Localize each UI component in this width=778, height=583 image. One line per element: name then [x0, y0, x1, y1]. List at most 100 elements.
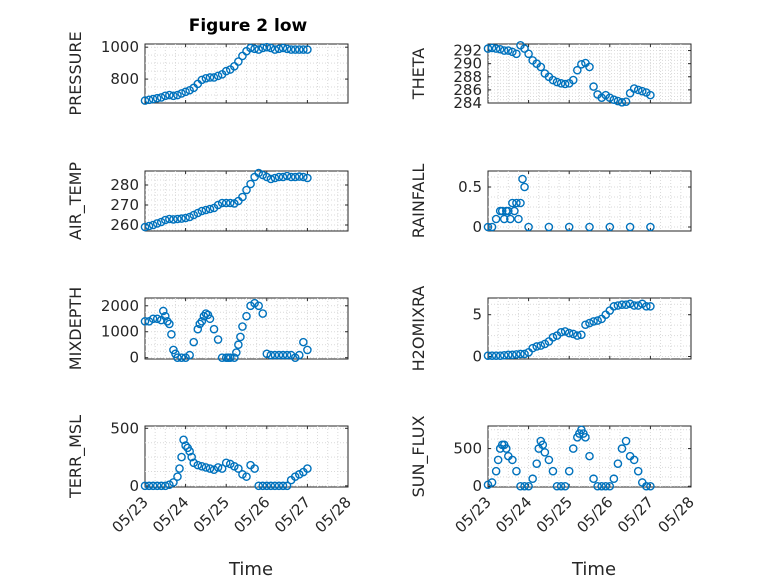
data-point-air_temp	[197, 206, 207, 216]
data-point-pressure	[286, 45, 296, 54]
data-point-terr_msl	[144, 481, 154, 491]
data-point-mixdepth	[234, 340, 243, 350]
data-point-air_temp	[152, 219, 162, 228]
data-point-pressure	[262, 42, 272, 52]
data-point-terr_msl	[173, 472, 182, 481]
data-point-h2omixra	[503, 350, 513, 360]
data-point-mixdepth	[303, 345, 312, 355]
data-point-rainfall	[564, 222, 574, 232]
data-point-pressure	[278, 43, 288, 53]
data-point-theta	[483, 44, 493, 53]
data-point-rainfall	[585, 222, 594, 232]
data-point-pressure	[274, 44, 284, 54]
x-tick-label-terr_msl: 05/28	[312, 493, 355, 536]
y-axis-label-mixdepth: MIXDEPTH	[66, 287, 85, 370]
data-point-sun_flux	[487, 478, 497, 487]
data-point-mixdepth	[163, 317, 172, 326]
x-tick-label-sun_flux: 05/27	[614, 493, 657, 536]
data-point-h2omixra	[593, 316, 602, 325]
y-tick-label-terr_msl: 0	[129, 477, 139, 495]
data-point-pressure	[173, 90, 182, 100]
data-point-mixdepth	[201, 309, 211, 318]
data-point-mixdepth	[258, 309, 268, 318]
data-point-pressure	[303, 45, 312, 54]
y-axis-label-theta: THETA	[409, 48, 428, 100]
data-point-theta	[621, 97, 631, 106]
data-point-pressure	[266, 43, 276, 53]
data-point-terr_msl	[181, 441, 190, 450]
data-point-rainfall	[524, 222, 533, 232]
data-point-mixdepth	[294, 350, 304, 360]
data-point-rainfall	[508, 198, 517, 208]
data-point-air_temp	[221, 198, 231, 208]
data-point-h2omixra	[516, 349, 525, 359]
data-point-mixdepth	[236, 332, 245, 342]
data-point-h2omixra	[564, 328, 574, 338]
data-point-pressure	[140, 96, 150, 105]
series-air_temp	[140, 168, 312, 232]
data-point-terr_msl	[234, 464, 243, 473]
data-point-pressure	[201, 73, 211, 83]
data-point-air_temp	[246, 179, 255, 189]
data-point-theta	[629, 84, 639, 93]
y-tick-label-air_temp: 280	[110, 176, 139, 194]
data-point-terr_msl	[160, 481, 170, 491]
data-point-pressure	[221, 66, 231, 76]
data-point-mixdepth	[205, 314, 215, 324]
data-point-mixdepth	[140, 317, 150, 326]
data-point-theta	[495, 44, 505, 54]
data-point-terr_msl	[148, 481, 158, 491]
y-tick-label-theta: 284	[453, 94, 482, 112]
data-point-rainfall	[512, 198, 521, 208]
data-point-air_temp	[217, 198, 227, 208]
data-point-pressure	[177, 89, 186, 98]
data-point-air_temp	[156, 217, 166, 227]
data-point-terr_msl	[278, 481, 288, 491]
data-point-rainfall	[625, 222, 635, 232]
y-tick-label-h2omixra: 5	[472, 306, 482, 324]
data-point-theta	[585, 62, 594, 72]
data-point-mixdepth	[167, 330, 176, 339]
data-point-mixdepth	[158, 306, 168, 316]
data-point-theta	[552, 77, 562, 87]
y-tick-label-air_temp: 260	[110, 216, 139, 234]
data-point-terr_msl	[197, 461, 207, 471]
data-point-pressure	[250, 44, 259, 54]
data-point-h2omixra	[487, 351, 497, 360]
data-point-rainfall	[520, 182, 529, 192]
data-point-rainfall	[506, 214, 515, 224]
data-point-air_temp	[254, 168, 263, 178]
data-point-theta	[577, 60, 586, 69]
data-point-terr_msl	[262, 481, 272, 491]
data-point-theta	[524, 49, 533, 59]
data-point-terr_msl	[266, 481, 276, 491]
data-point-theta	[568, 75, 578, 85]
data-point-air_temp	[262, 172, 272, 182]
data-point-pressure	[209, 73, 219, 82]
data-point-mixdepth	[213, 335, 223, 344]
x-tick-label-terr_msl: 05/27	[271, 493, 314, 536]
data-point-h2omixra	[491, 351, 501, 360]
y-tick-label-mixdepth: 2000	[101, 297, 139, 315]
data-point-h2omixra	[560, 327, 570, 336]
data-point-mixdepth	[148, 314, 158, 324]
data-point-terr_msl	[156, 481, 166, 491]
data-point-theta	[605, 93, 615, 103]
data-point-h2omixra	[633, 301, 643, 310]
data-point-rainfall	[510, 206, 519, 216]
data-point-air_temp	[193, 208, 203, 218]
data-point-theta	[548, 75, 558, 85]
data-point-mixdepth	[193, 324, 203, 334]
data-point-h2omixra	[625, 299, 635, 309]
data-point-air_temp	[258, 170, 268, 180]
data-point-theta	[499, 46, 509, 55]
y-tick-label-theta: 290	[453, 55, 482, 73]
y-tick-label-theta: 288	[453, 68, 482, 86]
data-point-mixdepth	[282, 350, 292, 360]
data-point-h2omixra	[568, 329, 578, 339]
data-point-air_temp	[266, 174, 276, 184]
data-point-theta	[556, 79, 566, 88]
subplot-h2omixra: 0 5 H2OMIXRA	[409, 286, 692, 371]
data-point-h2omixra	[483, 351, 493, 360]
